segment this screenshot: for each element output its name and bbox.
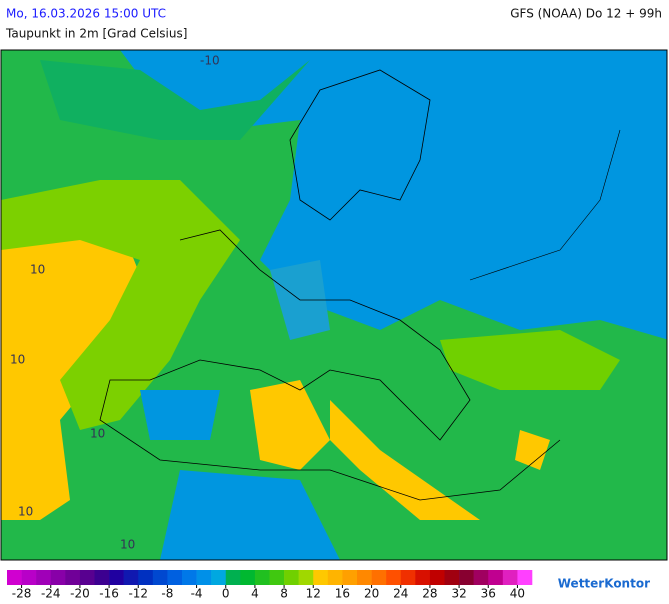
color-swatch — [36, 570, 52, 585]
legend-tick-label: 32 — [451, 587, 466, 601]
contour-label: 10 — [90, 427, 105, 441]
contour-label: 10 — [30, 263, 45, 277]
color-swatch — [21, 570, 37, 585]
color-swatch — [342, 570, 358, 585]
color-swatch — [182, 570, 197, 585]
color-swatch — [284, 570, 299, 585]
color-swatch — [415, 570, 431, 585]
color-swatch — [517, 570, 533, 585]
mild-region — [1, 180, 240, 430]
map-frame — [0, 49, 668, 561]
legend-tick-label: -4 — [191, 587, 203, 601]
color-swatch — [152, 570, 168, 585]
color-swatch — [429, 570, 445, 585]
coastline — [289, 69, 431, 221]
legend-tick-label: 36 — [481, 587, 496, 601]
border — [469, 129, 621, 281]
contour-labels: -10 10 10 10 10 10 — [10, 54, 220, 552]
color-swatch — [138, 570, 154, 585]
color-swatch — [240, 570, 256, 585]
legend-tick-label: 16 — [335, 587, 350, 601]
contour-label: -10 — [200, 54, 220, 68]
color-swatch — [196, 570, 212, 585]
color-swatch — [65, 570, 81, 585]
color-swatch — [298, 570, 314, 585]
legend-tick-label: 12 — [306, 587, 321, 601]
legend-tick-label: 8 — [280, 587, 288, 601]
color-swatch — [254, 570, 270, 585]
color-swatch — [386, 570, 402, 585]
contour-label: 10 — [18, 505, 33, 519]
warm-region — [330, 400, 480, 520]
legend-tick-label: 0 — [222, 587, 230, 601]
legend-tick-label: 40 — [510, 587, 525, 601]
color-swatch — [269, 570, 285, 585]
mild-region — [440, 330, 620, 390]
legend-tick-label: -28 — [12, 587, 32, 601]
color-swatch — [488, 570, 504, 585]
green-region — [40, 60, 310, 140]
color-swatch — [7, 570, 22, 585]
map — [0, 49, 668, 561]
contour-label: 10 — [10, 353, 25, 367]
contour-label: 10 — [120, 538, 135, 552]
color-swatch — [473, 570, 489, 585]
legend-tick-label: -16 — [99, 587, 119, 601]
color-swatch — [444, 570, 460, 585]
legend-tick-label: 20 — [364, 587, 379, 601]
cold-region — [140, 390, 220, 440]
color-swatch — [109, 570, 124, 585]
cold-region — [160, 470, 340, 560]
legend-tick-label: 28 — [422, 587, 437, 601]
color-swatch — [167, 570, 183, 585]
color-swatch — [123, 570, 139, 585]
legend-tick-label: 24 — [393, 587, 408, 601]
color-swatch — [400, 570, 416, 585]
brand-logo: WetterKontor — [558, 577, 650, 591]
color-swatch — [50, 570, 66, 585]
color-swatch — [225, 570, 241, 585]
warm-region — [515, 430, 550, 470]
cold-region — [290, 50, 667, 290]
coastline — [99, 229, 561, 501]
legend-tick-label: -20 — [70, 587, 90, 601]
legend-tick-label: 4 — [251, 587, 259, 601]
color-swatch — [327, 570, 343, 585]
date-label: Mo, 16.03.2026 15:00 UTC — [6, 7, 166, 21]
legend-tick-label: -24 — [41, 587, 61, 601]
model-label: GFS (NOAA) Do 12 + 99h — [510, 7, 662, 21]
color-swatch — [211, 570, 227, 585]
color-swatch — [94, 570, 110, 585]
color-swatch — [502, 570, 518, 585]
color-legend: -28 -24 -20 -16 -12 -8 -4 0 4 8 12 16 20 24 28 32 36 40 — [7, 570, 533, 601]
color-swatch — [79, 570, 95, 585]
legend-tick-label: -12 — [128, 587, 148, 601]
color-swatch — [459, 570, 474, 585]
legend-tick-label: -8 — [161, 587, 173, 601]
map-title: Taupunkt in 2m [Grad Celsius] — [5, 27, 187, 41]
color-swatch — [371, 570, 387, 585]
warm-region — [250, 380, 330, 470]
color-swatch — [357, 570, 372, 585]
color-swatch — [313, 570, 329, 585]
